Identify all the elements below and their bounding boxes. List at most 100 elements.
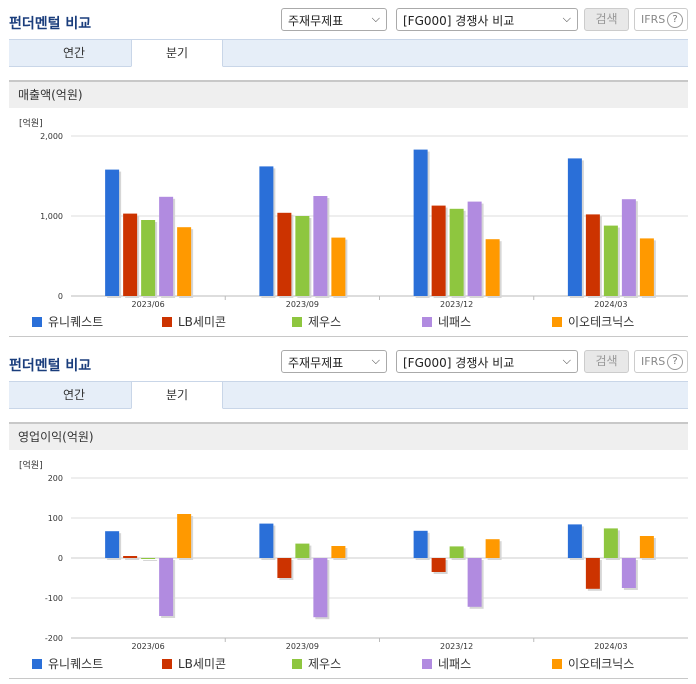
bar[interactable] — [331, 546, 346, 558]
bar[interactable] — [585, 214, 600, 296]
legend-label: 네패스 — [438, 315, 472, 329]
legend-swatch — [292, 317, 302, 327]
y-tick-label: -100 — [45, 594, 63, 603]
period-tabs: 연간 분기 — [9, 39, 688, 67]
legend-swatch — [422, 659, 432, 669]
legend-label: 제우스 — [308, 315, 342, 329]
bar[interactable] — [259, 523, 274, 558]
x-tick-label: 2024/03 — [594, 642, 627, 650]
operating-profit-chart: [억원] -200 -100 0 100 200 2023/06 2023/09 2023/12… — [19, 459, 688, 650]
bar[interactable] — [621, 558, 636, 588]
y-unit-label: [억원] — [19, 117, 43, 129]
bar[interactable] — [159, 196, 174, 296]
bar[interactable] — [449, 546, 464, 558]
bar[interactable] — [621, 199, 636, 296]
bar[interactable] — [159, 558, 174, 616]
ifrs-label: IFRS — [641, 13, 666, 26]
bar[interactable] — [277, 212, 292, 296]
statement-select[interactable]: 주재무제표 ⌵ — [281, 8, 387, 31]
bar-shadow — [143, 560, 158, 561]
chart-title: 매출액(억원) — [9, 80, 688, 108]
y-tick-label: 100 — [48, 514, 63, 523]
bar[interactable] — [639, 536, 654, 558]
peer-select-value: [FG000] 경쟁사 비교 — [403, 356, 515, 370]
legend-swatch — [162, 659, 172, 669]
tab-quarterly[interactable]: 분기 — [131, 381, 223, 409]
bar[interactable] — [177, 227, 192, 296]
section-title: 펀더멘털 비교 — [9, 16, 92, 32]
bar[interactable] — [413, 149, 428, 296]
tab-quarterly[interactable]: 분기 — [131, 39, 223, 67]
bar[interactable] — [413, 530, 428, 558]
legend-item[interactable]: 이오테크닉스 — [552, 313, 634, 330]
bar[interactable] — [639, 238, 654, 296]
bar[interactable] — [277, 558, 292, 578]
bar[interactable] — [295, 543, 310, 558]
chevron-down-icon: ⌵ — [562, 12, 571, 25]
y-tick-label: 0 — [58, 554, 63, 563]
bar[interactable] — [123, 556, 138, 558]
legend-swatch — [422, 317, 432, 327]
legend-item[interactable]: 네패스 — [422, 313, 471, 330]
x-tick-label: 2023/06 — [132, 642, 165, 650]
statement-select[interactable]: 주재무제표 ⌵ — [281, 350, 387, 373]
bar[interactable] — [449, 208, 464, 296]
legend-item[interactable]: 네패스 — [422, 655, 471, 672]
bar[interactable] — [603, 528, 618, 558]
bar[interactable] — [467, 201, 482, 296]
bar[interactable] — [177, 514, 192, 558]
legend-label: LB세미콘 — [178, 657, 227, 671]
y-tick-label: -200 — [45, 634, 63, 643]
y-tick-label: 1,000 — [40, 212, 63, 221]
bar[interactable] — [295, 216, 310, 296]
bar[interactable] — [431, 205, 446, 296]
revenue-chart: [억원] 0 1,000 2,000 2023/06 2023/09 2023/12 2024… — [19, 117, 688, 308]
search-button[interactable]: 검색 — [584, 8, 629, 31]
x-tick-label: 2023/09 — [286, 642, 319, 650]
help-icon[interactable]: ? — [667, 12, 683, 28]
legend-item[interactable]: 유니퀘스트 — [32, 313, 103, 330]
bar[interactable] — [331, 237, 346, 296]
tab-annual[interactable]: 연간 — [62, 46, 86, 60]
statement-select-value: 주재무제표 — [288, 14, 344, 28]
legend-item[interactable]: 이오테크닉스 — [552, 655, 634, 672]
bar[interactable] — [313, 196, 328, 296]
x-tick-label: 2024/03 — [594, 300, 627, 308]
legend-label: 유니퀘스트 — [48, 657, 104, 671]
period-tabs: 연간 분기 — [9, 381, 688, 409]
bar[interactable] — [105, 531, 120, 558]
divider — [9, 678, 688, 679]
legend-swatch — [552, 659, 562, 669]
legend-item[interactable]: 유니퀘스트 — [32, 655, 103, 672]
search-button[interactable]: 검색 — [584, 350, 629, 373]
y-tick-label: 0 — [58, 292, 63, 301]
bar[interactable] — [467, 558, 482, 607]
peer-select[interactable]: [FG000] 경쟁사 비교 ⌵ — [396, 8, 578, 31]
tab-annual[interactable]: 연간 — [62, 388, 86, 402]
help-icon[interactable]: ? — [667, 354, 683, 370]
bar[interactable] — [141, 558, 156, 559]
ifrs-button[interactable]: IFRS ? — [634, 350, 688, 373]
bar[interactable] — [567, 524, 582, 558]
bar[interactable] — [105, 169, 120, 296]
bar[interactable] — [141, 220, 156, 296]
legend-item[interactable]: LB세미콘 — [162, 313, 226, 330]
divider — [9, 336, 688, 337]
bar[interactable] — [259, 166, 274, 296]
ifrs-button[interactable]: IFRS ? — [634, 8, 688, 31]
bar-shadow — [125, 558, 140, 560]
bar[interactable] — [485, 539, 500, 558]
bar[interactable] — [123, 213, 138, 296]
bar[interactable] — [431, 558, 446, 572]
legend-item[interactable]: 제우스 — [292, 655, 341, 672]
bar[interactable] — [585, 558, 600, 589]
peer-select[interactable]: [FG000] 경쟁사 비교 ⌵ — [396, 350, 578, 373]
legend-label: 제우스 — [308, 657, 342, 671]
bar[interactable] — [567, 158, 582, 296]
bar[interactable] — [603, 225, 618, 296]
bar[interactable] — [313, 558, 328, 618]
peer-select-value: [FG000] 경쟁사 비교 — [403, 14, 515, 28]
legend-item[interactable]: LB세미콘 — [162, 655, 226, 672]
legend-item[interactable]: 제우스 — [292, 313, 341, 330]
bar[interactable] — [485, 239, 500, 296]
